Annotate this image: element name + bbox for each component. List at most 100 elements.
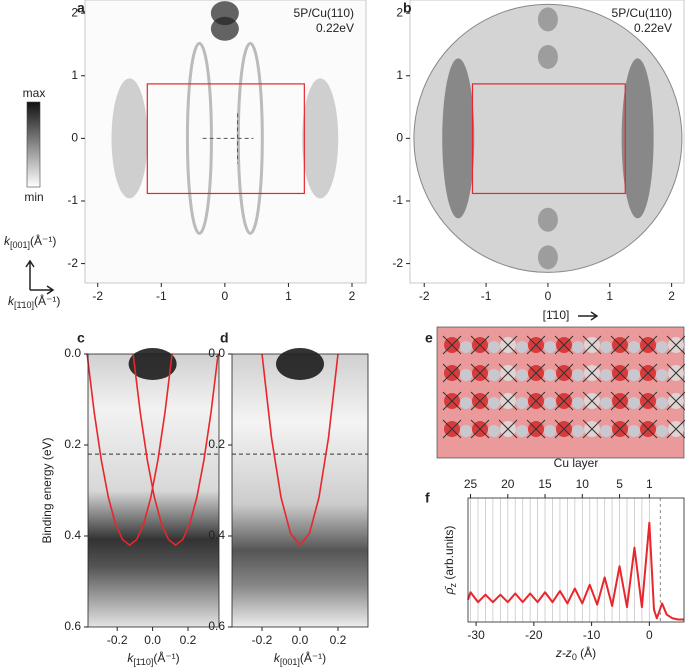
colorbar <box>26 101 41 188</box>
label-sub: [001] <box>280 657 300 667</box>
x-tick-label: -20 <box>525 628 543 642</box>
atom <box>600 397 612 409</box>
intensity-background <box>413 3 683 273</box>
y-tick-label: 2 <box>71 5 78 19</box>
atom <box>600 425 612 437</box>
label-unit: (Å) <box>577 645 596 660</box>
bond <box>582 419 602 439</box>
atom <box>544 341 556 353</box>
bond <box>666 335 685 355</box>
plot-frame <box>467 497 685 623</box>
y-tick-label: 2 <box>396 5 403 19</box>
bond <box>582 363 602 383</box>
label-main: k <box>274 651 281 665</box>
x-tick-label: -30 <box>467 628 485 642</box>
bond <box>442 363 462 383</box>
bond <box>498 363 518 383</box>
atom <box>656 397 668 409</box>
bond <box>554 335 574 355</box>
atom <box>460 369 472 381</box>
x-tick-label: 0 <box>646 628 653 642</box>
x2-tick-label: 1 <box>646 477 653 491</box>
x-tick-label: -0.2 <box>252 633 273 647</box>
atom <box>572 425 584 437</box>
y-tick-label: 0.0 <box>208 346 225 360</box>
intensity-feature <box>537 44 558 69</box>
bond <box>526 391 546 411</box>
axis-label: k[001](Å⁻¹) <box>4 233 56 250</box>
bond <box>470 419 490 439</box>
bond <box>526 363 546 383</box>
axis-label: Binding energy (eV) <box>40 437 54 543</box>
x2-tick-label: 5 <box>616 477 623 491</box>
label-sub: [001] <box>10 240 30 250</box>
y-tick-label: -1 <box>67 193 78 207</box>
atom <box>628 425 640 437</box>
x-tick-label: 2 <box>668 289 675 303</box>
bond <box>470 335 490 355</box>
bond <box>498 335 518 355</box>
bond <box>638 335 658 355</box>
atom <box>544 369 556 381</box>
bond <box>554 391 574 411</box>
bond <box>666 391 685 411</box>
label-unit: (Å⁻¹) <box>30 233 56 248</box>
x-tick-label: 0 <box>545 289 552 303</box>
profile-line <box>467 521 684 621</box>
y-tick-label: 0.2 <box>208 437 225 451</box>
x-tick-label: 2 <box>349 289 356 303</box>
center-cross <box>202 113 254 164</box>
bond <box>470 391 490 411</box>
panel-label: e <box>425 330 433 346</box>
atom <box>488 397 500 409</box>
x2-tick-label: 10 <box>576 477 590 491</box>
atom <box>628 397 640 409</box>
panel-label: f <box>425 490 430 506</box>
y-tick-label: 0.6 <box>64 619 81 633</box>
label-unit: (Å⁻¹) <box>34 293 60 308</box>
band-curve <box>86 353 173 547</box>
y-tick-label: 0 <box>396 131 403 145</box>
label-main: k <box>127 651 134 665</box>
axis-label: ρ̄z (arb.units) <box>442 526 458 596</box>
label-unit: (Å⁻¹) <box>300 650 326 665</box>
x-tick-label: 1 <box>285 289 292 303</box>
y-tick-label: -1 <box>392 193 403 207</box>
axis-label: Cu layer <box>554 456 599 470</box>
bond <box>554 363 574 383</box>
atom <box>488 341 500 353</box>
plot-frame <box>409 0 685 284</box>
y-tick-label: 0.4 <box>64 528 81 542</box>
bond <box>582 335 602 355</box>
panel-label: d <box>220 330 229 346</box>
x-tick-label: 1 <box>606 289 613 303</box>
y-tick-label: 0.4 <box>208 528 225 542</box>
x-tick-label: 0.0 <box>144 633 161 647</box>
band-curve <box>132 353 219 547</box>
axis-label: k[001](Å⁻¹) <box>274 650 326 667</box>
atom <box>628 341 640 353</box>
atom <box>656 369 668 381</box>
region-box <box>471 83 626 195</box>
panel-label: c <box>77 330 85 346</box>
atom <box>488 425 500 437</box>
atom <box>572 369 584 381</box>
plot-frame <box>87 353 220 628</box>
label-main: k <box>8 294 15 308</box>
atom <box>572 341 584 353</box>
atom <box>600 341 612 353</box>
band-curve <box>261 353 339 547</box>
bond <box>610 335 630 355</box>
intensity-feature <box>276 348 324 380</box>
plot-frame <box>84 0 367 284</box>
x2-tick-label: 15 <box>538 477 552 491</box>
x-tick-label: 0.2 <box>330 633 347 647</box>
label-sub: 0 <box>572 652 577 662</box>
bond <box>610 363 630 383</box>
atom <box>460 425 472 437</box>
bond <box>526 419 546 439</box>
y-tick-label: 0.6 <box>208 619 225 633</box>
label-main: k <box>4 234 11 248</box>
x-tick-label: -10 <box>583 628 601 642</box>
y-tick-label: -2 <box>392 256 403 270</box>
